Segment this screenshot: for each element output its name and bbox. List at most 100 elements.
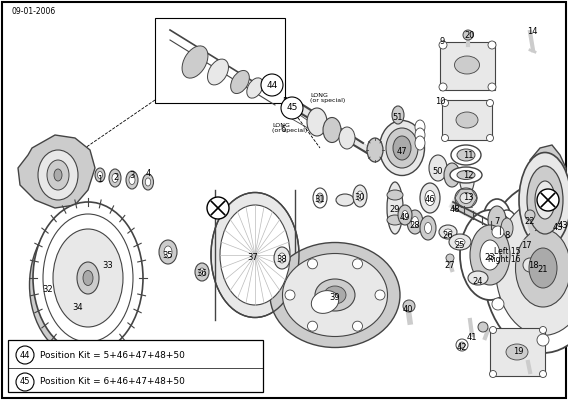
- Circle shape: [492, 298, 504, 310]
- Text: 51: 51: [392, 114, 403, 122]
- Text: 34: 34: [73, 304, 83, 312]
- Circle shape: [307, 259, 318, 269]
- Ellipse shape: [231, 70, 249, 94]
- Circle shape: [488, 83, 496, 91]
- Ellipse shape: [519, 152, 568, 248]
- Ellipse shape: [495, 200, 568, 336]
- Ellipse shape: [274, 247, 290, 269]
- Ellipse shape: [324, 286, 346, 304]
- Ellipse shape: [247, 78, 263, 98]
- Text: 19: 19: [513, 348, 523, 356]
- Circle shape: [463, 30, 473, 40]
- Ellipse shape: [415, 128, 425, 142]
- Ellipse shape: [480, 240, 500, 270]
- Text: 22: 22: [525, 218, 535, 226]
- Text: 11: 11: [463, 150, 473, 160]
- Text: 49: 49: [400, 214, 410, 222]
- Ellipse shape: [450, 167, 482, 183]
- Text: 45: 45: [286, 104, 298, 112]
- Ellipse shape: [411, 216, 419, 228]
- Ellipse shape: [535, 181, 555, 219]
- Ellipse shape: [460, 171, 474, 193]
- Ellipse shape: [311, 291, 339, 313]
- Ellipse shape: [95, 168, 105, 182]
- Text: 36: 36: [197, 270, 207, 278]
- Ellipse shape: [207, 59, 228, 85]
- Ellipse shape: [420, 183, 440, 213]
- Ellipse shape: [30, 212, 135, 358]
- Ellipse shape: [270, 242, 400, 348]
- Text: 6: 6: [281, 126, 286, 134]
- Ellipse shape: [444, 163, 460, 187]
- Ellipse shape: [164, 246, 172, 258]
- Circle shape: [490, 370, 496, 378]
- Circle shape: [537, 190, 549, 202]
- Ellipse shape: [379, 120, 424, 176]
- Circle shape: [207, 197, 229, 219]
- Ellipse shape: [159, 240, 177, 264]
- Text: 47: 47: [396, 148, 407, 156]
- Ellipse shape: [145, 178, 151, 186]
- Ellipse shape: [506, 344, 528, 360]
- Ellipse shape: [316, 193, 324, 203]
- Text: 26: 26: [442, 230, 453, 240]
- Text: 38: 38: [277, 256, 287, 264]
- Text: 41: 41: [467, 334, 477, 342]
- Ellipse shape: [470, 225, 510, 285]
- Text: 2: 2: [114, 174, 119, 182]
- Text: 29: 29: [390, 206, 400, 214]
- Text: Position Kit = 6+46+47+48+50: Position Kit = 6+46+47+48+50: [40, 378, 185, 386]
- Text: 23: 23: [485, 254, 495, 262]
- Ellipse shape: [109, 169, 121, 187]
- Ellipse shape: [211, 192, 299, 318]
- Ellipse shape: [83, 270, 93, 286]
- Circle shape: [537, 189, 559, 211]
- Circle shape: [456, 339, 468, 351]
- Text: 12: 12: [463, 170, 473, 180]
- Ellipse shape: [456, 112, 478, 128]
- Circle shape: [446, 254, 454, 262]
- Ellipse shape: [38, 150, 78, 200]
- Ellipse shape: [313, 188, 327, 208]
- Text: 8: 8: [504, 230, 509, 240]
- Ellipse shape: [195, 263, 209, 281]
- Ellipse shape: [393, 136, 411, 160]
- Ellipse shape: [455, 188, 477, 208]
- Ellipse shape: [386, 128, 418, 168]
- Ellipse shape: [315, 279, 355, 311]
- Text: LONG
(or special): LONG (or special): [310, 93, 345, 103]
- Text: 31: 31: [315, 196, 325, 204]
- Text: 10: 10: [435, 98, 445, 106]
- Ellipse shape: [527, 166, 563, 234]
- Ellipse shape: [454, 56, 479, 74]
- Text: 25: 25: [455, 240, 465, 250]
- Circle shape: [478, 322, 488, 332]
- Text: 1: 1: [97, 176, 103, 184]
- Circle shape: [439, 41, 447, 49]
- Bar: [8, 340, 263, 392]
- Ellipse shape: [143, 174, 153, 190]
- Ellipse shape: [402, 210, 408, 220]
- Ellipse shape: [77, 262, 99, 294]
- Ellipse shape: [425, 190, 435, 206]
- Ellipse shape: [439, 225, 457, 239]
- Bar: [442, 100, 492, 140]
- Ellipse shape: [353, 185, 367, 207]
- Circle shape: [285, 290, 295, 300]
- Text: 35: 35: [162, 250, 173, 260]
- Text: 28: 28: [410, 220, 420, 230]
- Text: 30: 30: [354, 194, 365, 202]
- Text: 46: 46: [425, 196, 435, 204]
- Circle shape: [459, 342, 465, 348]
- Circle shape: [439, 83, 447, 91]
- Text: 21: 21: [538, 266, 548, 274]
- Ellipse shape: [392, 106, 404, 124]
- Ellipse shape: [460, 210, 520, 300]
- Circle shape: [540, 326, 546, 334]
- Ellipse shape: [129, 176, 135, 184]
- Circle shape: [307, 321, 318, 331]
- Ellipse shape: [457, 170, 475, 180]
- Ellipse shape: [424, 222, 432, 234]
- Ellipse shape: [367, 138, 383, 162]
- Ellipse shape: [488, 206, 506, 234]
